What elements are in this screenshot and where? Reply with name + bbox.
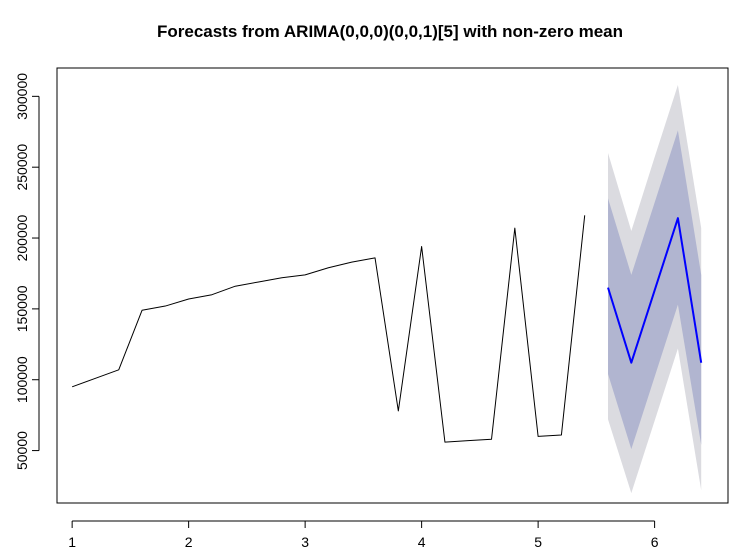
y-tick-label: 250000 bbox=[14, 144, 30, 191]
y-tick-label: 200000 bbox=[14, 214, 30, 261]
chart-title: Forecasts from ARIMA(0,0,0)(0,0,1)[5] wi… bbox=[157, 22, 623, 41]
x-tick-label: 6 bbox=[651, 534, 659, 550]
x-tick-label: 2 bbox=[185, 534, 193, 550]
x-tick-label: 5 bbox=[534, 534, 542, 550]
y-tick-label: 300000 bbox=[14, 73, 30, 120]
y-tick-label: 150000 bbox=[14, 285, 30, 332]
x-tick-label: 4 bbox=[418, 534, 426, 550]
series-lines bbox=[71, 215, 703, 443]
forecast-line bbox=[607, 217, 703, 364]
x-tick-label: 1 bbox=[68, 534, 76, 550]
x-axis: 1 2 3 4 5 6 bbox=[68, 520, 659, 550]
x-tick-label: 3 bbox=[301, 534, 309, 550]
y-tick-label: 50000 bbox=[14, 431, 30, 470]
plot-frame bbox=[56, 67, 729, 504]
y-tick-label: 100000 bbox=[14, 356, 30, 403]
y-axis: 50000 100000 150000 200000 250000 300000 bbox=[14, 73, 40, 470]
observed-line bbox=[71, 215, 586, 443]
